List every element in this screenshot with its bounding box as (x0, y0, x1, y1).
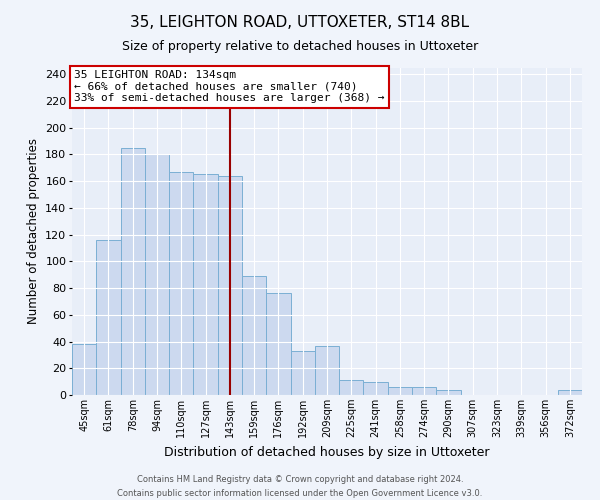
Bar (169, 172, 193, 395)
Text: 35, LEIGHTON ROAD, UTTOXETER, ST14 8BL: 35, LEIGHTON ROAD, UTTOXETER, ST14 8BL (130, 15, 470, 30)
Text: Contains HM Land Registry data © Crown copyright and database right 2024.
Contai: Contains HM Land Registry data © Crown c… (118, 476, 482, 498)
Bar (145, 154, 169, 395)
Bar (388, 387, 412, 395)
Bar (193, 174, 218, 395)
Bar (290, 351, 315, 395)
Bar (121, 148, 145, 395)
Bar (266, 294, 290, 395)
Bar (72, 344, 96, 395)
Bar (96, 240, 121, 395)
Y-axis label: Number of detached properties: Number of detached properties (26, 138, 40, 324)
Text: Size of property relative to detached houses in Uttoxeter: Size of property relative to detached ho… (122, 40, 478, 53)
Bar (315, 346, 339, 395)
Bar (412, 387, 436, 395)
Bar (364, 382, 388, 395)
Bar (558, 390, 582, 395)
Bar (339, 380, 364, 395)
Bar (242, 276, 266, 395)
Bar (218, 176, 242, 395)
X-axis label: Distribution of detached houses by size in Uttoxeter: Distribution of detached houses by size … (164, 446, 490, 458)
Bar (436, 390, 461, 395)
Text: 35 LEIGHTON ROAD: 134sqm
← 66% of detached houses are smaller (740)
33% of semi-: 35 LEIGHTON ROAD: 134sqm ← 66% of detach… (74, 70, 385, 103)
